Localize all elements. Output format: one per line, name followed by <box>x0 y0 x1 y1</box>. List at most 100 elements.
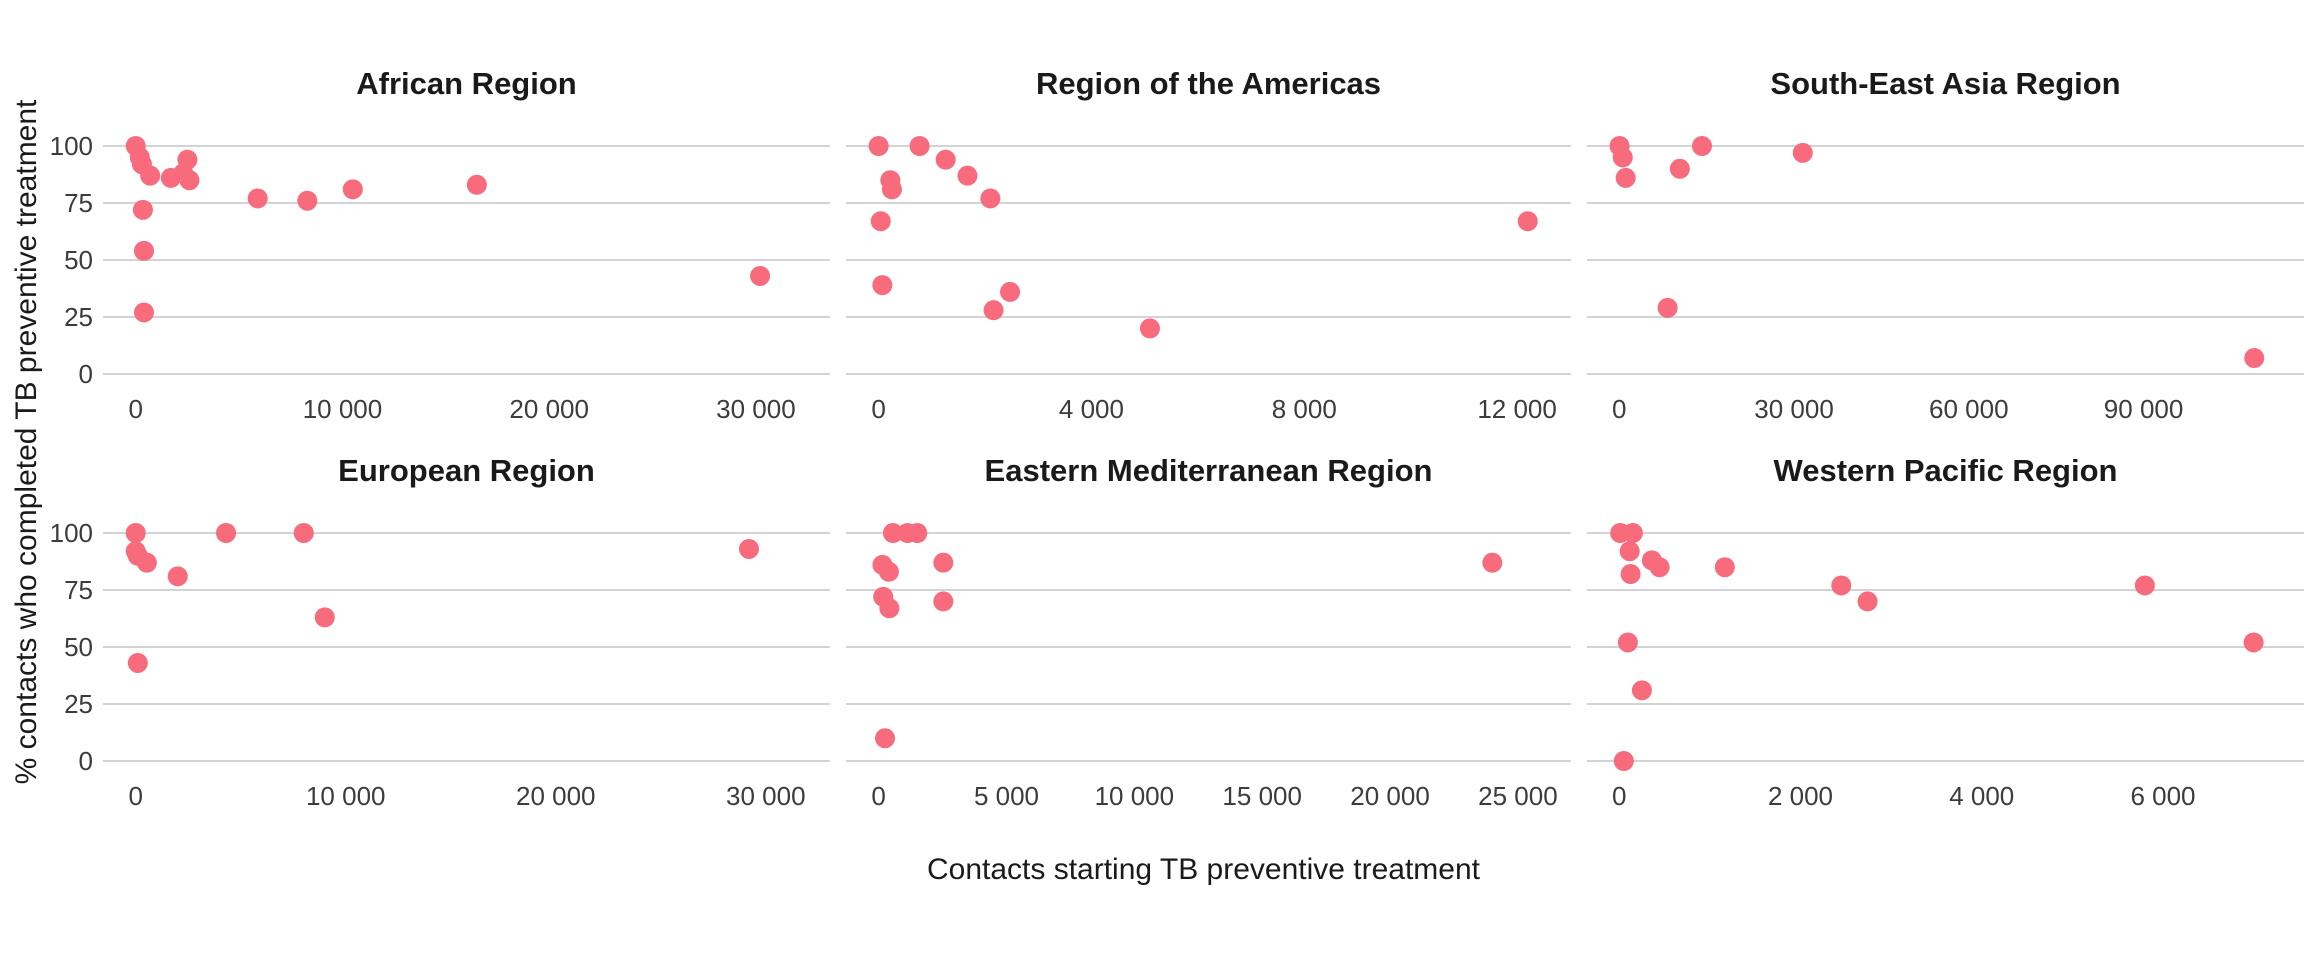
data-point <box>1613 751 1634 771</box>
data-point <box>314 607 335 628</box>
data-point <box>738 538 759 559</box>
x-tick-label: 0 <box>1612 781 1626 811</box>
data-point <box>216 523 237 543</box>
data-point <box>882 523 903 543</box>
x-tick-label: 15 000 <box>1222 781 1302 811</box>
x-tick-label: 20 000 <box>1350 781 1430 811</box>
panel-western-pacific-region: Western Pacific Region 0 2 000 4 000 6 000 <box>1587 445 2304 827</box>
x-tick-label: 0 <box>871 781 885 811</box>
data-point <box>2243 632 2264 653</box>
x-tick-label: 25 000 <box>1478 781 1558 811</box>
data-point <box>167 566 188 587</box>
y-tick-label: 0 <box>79 746 93 776</box>
data-point <box>1615 167 1636 188</box>
x-tick-label: 20 000 <box>509 394 589 424</box>
data-point <box>1139 318 1160 339</box>
x-tick-label: 4 000 <box>1059 394 1124 424</box>
panel-african-region: African Region 0 25 50 75 100 0 10 000 20 000 30… <box>50 58 830 440</box>
y-tick-label: 50 <box>64 632 93 662</box>
data-point <box>127 652 148 673</box>
data-point <box>1857 591 1878 612</box>
panel-region-of-the-americas: Region of the Americas 0 4 000 8 000 12 000 <box>846 58 1571 440</box>
data-point <box>297 190 318 211</box>
data-point <box>1649 557 1670 578</box>
data-point <box>1517 211 1538 232</box>
y-tick-label: 50 <box>64 245 93 275</box>
data-point <box>935 149 956 170</box>
panel-title: South-East Asia Region <box>1770 66 2121 101</box>
panel-eastern-mediterranean-region: Eastern Mediterranean Region 0 5 000 10 00… <box>846 445 1571 827</box>
x-tick-label: 12 000 <box>1477 394 1557 424</box>
data-point <box>1000 281 1021 302</box>
panel-title: Western Pacific Region <box>1773 453 2118 488</box>
x-axis-title: Contacts starting TB preventive treatmen… <box>926 853 1481 886</box>
facet-grid: African Region 0 25 50 75 100 0 10 000 20 000 30… <box>50 0 2304 827</box>
panel-south-east-asia-region: South-East Asia Region 0 30 000 60 000 90 0… <box>1587 58 2304 440</box>
data-point <box>1669 158 1690 179</box>
data-point <box>879 598 900 619</box>
data-point <box>1620 564 1641 585</box>
x-tick-label: 90 000 <box>2104 394 2184 424</box>
y-axis-title: % contacts who completed TB preventive t… <box>10 99 43 785</box>
x-tick-label: 0 <box>128 394 142 424</box>
data-point <box>2244 348 2265 369</box>
data-point <box>1619 541 1640 562</box>
data-point <box>957 165 978 186</box>
x-tick-label: 0 <box>1612 394 1626 424</box>
data-point <box>933 552 954 573</box>
x-tick-label: 10 000 <box>303 394 383 424</box>
data-point <box>140 165 161 186</box>
scatter-plot-region-of-the-americas: 0 4 000 8 000 12 000 <box>846 136 1571 424</box>
data-point <box>133 302 154 323</box>
data-point <box>933 591 954 612</box>
x-tick-label: 30 000 <box>716 394 796 424</box>
y-tick-label: 25 <box>64 302 93 332</box>
y-tick-label: 25 <box>64 689 93 719</box>
data-point <box>1714 557 1735 578</box>
scatter-plot-african-region: 0 25 50 75 100 0 10 000 20 000 30 000 <box>50 131 830 424</box>
data-point <box>125 523 146 543</box>
x-tick-label: 5 000 <box>974 781 1039 811</box>
data-point <box>1831 575 1852 596</box>
x-tick-label: 0 <box>871 394 885 424</box>
data-point <box>179 170 200 191</box>
data-point <box>872 275 893 296</box>
data-point <box>875 728 896 749</box>
data-point <box>907 523 928 543</box>
panel-title: Region of the Americas <box>1035 66 1382 101</box>
data-point <box>881 179 902 200</box>
data-point <box>342 179 363 200</box>
x-tick-label: 30 000 <box>1754 394 1834 424</box>
data-point <box>1612 147 1633 168</box>
scatter-plot-western-pacific-region: 0 2 000 4 000 6 000 <box>1587 523 2304 811</box>
data-point <box>909 136 930 156</box>
data-point <box>870 211 891 232</box>
data-point <box>293 523 314 543</box>
data-point <box>878 561 899 582</box>
panel-title: Eastern Mediterranean Region <box>984 453 1433 488</box>
data-point <box>1631 680 1652 701</box>
x-tick-label: 20 000 <box>516 781 596 811</box>
y-tick-label: 0 <box>79 359 93 389</box>
data-point <box>750 265 771 286</box>
data-point <box>1792 142 1813 163</box>
y-tick-label: 100 <box>50 518 93 548</box>
data-point <box>247 188 268 209</box>
x-tick-label: 8 000 <box>1272 394 1337 424</box>
data-point <box>133 240 154 261</box>
data-point <box>1617 632 1638 653</box>
x-tick-label: 2 000 <box>1768 781 1833 811</box>
data-point <box>1657 297 1678 318</box>
data-point <box>980 188 1001 209</box>
x-tick-label: 30 000 <box>726 781 806 811</box>
y-tick-label: 75 <box>64 575 93 605</box>
x-tick-label: 0 <box>128 781 142 811</box>
scatter-plot-south-east-asia-region: 0 30 000 60 000 90 000 <box>1587 136 2304 424</box>
scatter-plot-eastern-mediterranean-region: 0 5 000 10 000 15 000 20 000 25 000 <box>846 523 1571 811</box>
x-tick-label: 10 000 <box>1095 781 1175 811</box>
data-point <box>136 552 157 573</box>
data-point <box>983 300 1004 321</box>
panel-european-region: European Region 0 25 50 75 100 0 10 000 20 000 3… <box>50 445 830 827</box>
x-tick-label: 60 000 <box>1929 394 2009 424</box>
data-point <box>868 136 889 156</box>
